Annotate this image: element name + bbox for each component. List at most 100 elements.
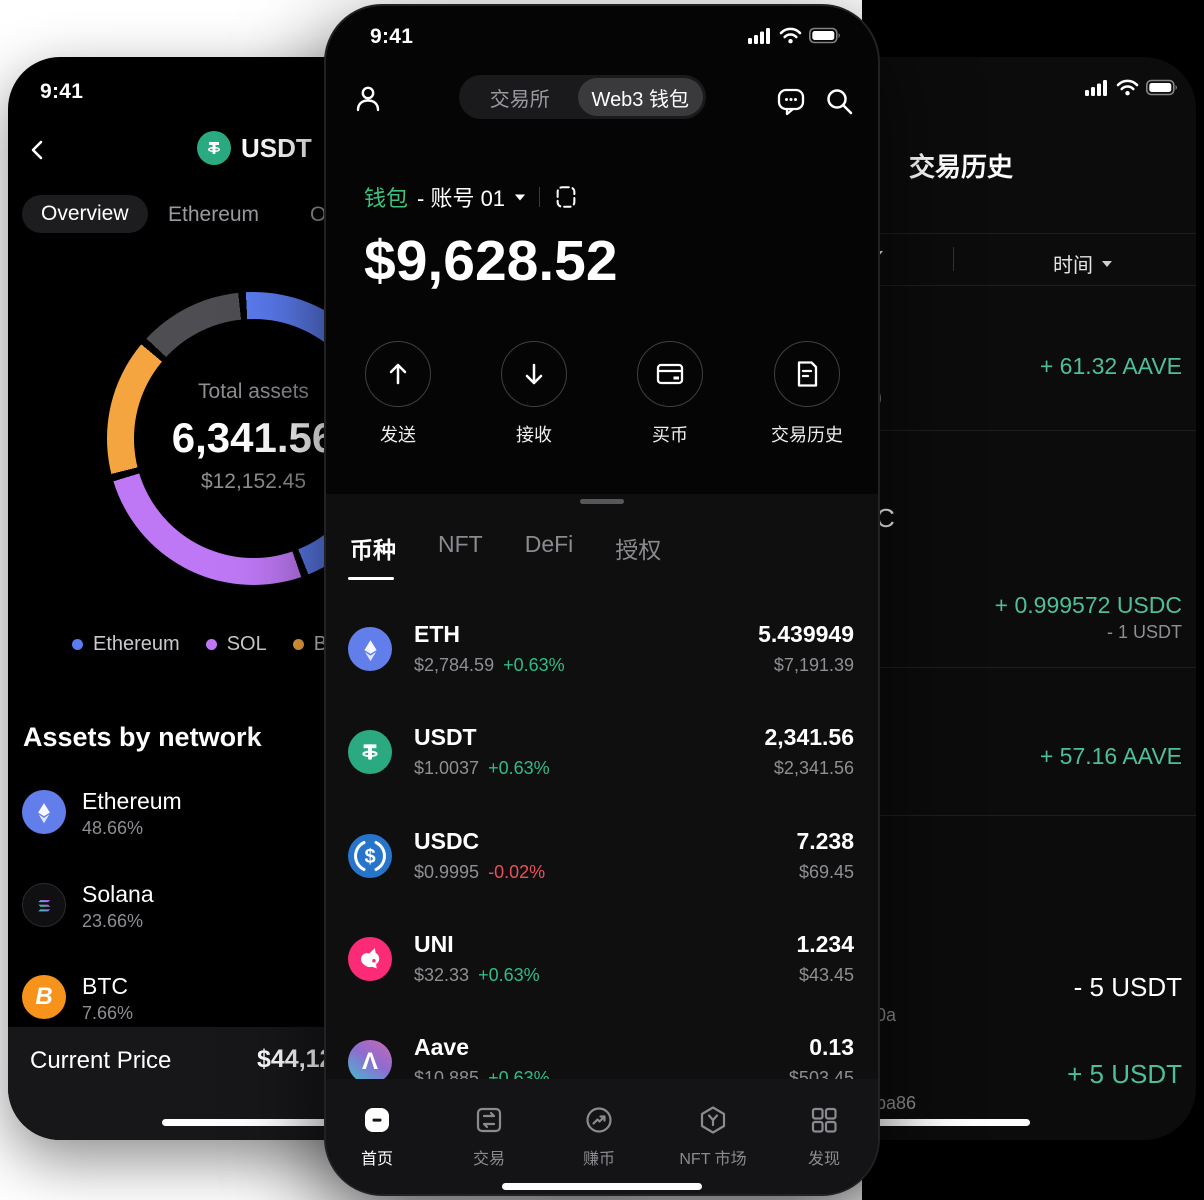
- tab-exchange-label: 交易所: [489, 88, 550, 111]
- token-change: +0.63%: [478, 965, 540, 985]
- home-icon: [365, 1108, 389, 1132]
- token-symbol: ETH: [414, 621, 460, 647]
- token-price: $0.9995: [414, 862, 480, 882]
- chevron-down-icon: [1102, 260, 1112, 267]
- usdt-icon: [197, 131, 231, 165]
- nft-market-icon: [700, 1106, 726, 1134]
- signal-icon: [1085, 80, 1107, 96]
- transaction-amount[interactable]: + 61.32 AAVE: [1039, 353, 1182, 379]
- legend-item-sol: SOL: [205, 633, 267, 656]
- assets-by-network-title: Assets by network: [23, 722, 262, 752]
- action-send[interactable]: 发送: [350, 341, 446, 447]
- chat-button[interactable]: [776, 86, 806, 116]
- transaction-amount[interactable]: - 5 USDT: [1073, 972, 1182, 1002]
- transaction-amount[interactable]: + 57.16 AAVE: [1039, 743, 1182, 769]
- tab-defi[interactable]: DeFi: [524, 531, 574, 557]
- network-row-solana[interactable]: Solana 23.66%: [8, 881, 648, 943]
- current-price-label: Current Price: [30, 1047, 172, 1074]
- token-row-usdt[interactable]: USDT $1.0037 +0.63% 2,341.56 $2,341.56: [326, 700, 878, 804]
- tab-coins[interactable]: 币种: [350, 537, 396, 563]
- transaction-fragment: C: [876, 503, 895, 533]
- network-row-btc[interactable]: B BTC 7.66%: [8, 973, 648, 1035]
- tab-next-partial[interactable]: O: [310, 203, 326, 227]
- transaction-amount[interactable]: + 5 USDT: [1067, 1059, 1182, 1089]
- time-filter-dropdown[interactable]: 时间: [1053, 249, 1112, 278]
- page-title: 交易历史: [909, 152, 1014, 182]
- signal-icon: [748, 28, 770, 44]
- token-row-eth[interactable]: ETH $2,784.59 +0.63% 5.439949 $7,191.39: [326, 597, 878, 701]
- status-time: 9:41: [370, 25, 414, 48]
- action-receive[interactable]: 接收: [486, 341, 582, 447]
- token-row-usdc[interactable]: $ USDC $0.9995 -0.02% 7.238 $69.45: [326, 804, 878, 908]
- donut-fiat: $12,152.45: [200, 470, 307, 493]
- tab-nft[interactable]: NFT: [438, 531, 483, 557]
- wallet-label: 钱包: [364, 186, 409, 211]
- search-button[interactable]: [824, 86, 854, 116]
- token-change: +0.63%: [503, 655, 565, 675]
- card-icon: [656, 363, 684, 385]
- tab-web3-wallet[interactable]: Web3 钱包: [577, 78, 703, 116]
- btc-icon: B: [22, 975, 66, 1019]
- network-row-ethereum[interactable]: Ethereum 48.66%: [8, 788, 648, 850]
- donut-legend: Ethereum SOL BTC: [72, 633, 354, 656]
- usdc-icon: $: [348, 834, 392, 878]
- token-symbol: USDT: [414, 724, 477, 750]
- nav-nft-market[interactable]: NFT 市场: [658, 1105, 768, 1169]
- tab-approvals[interactable]: 授权: [615, 537, 662, 563]
- nav-discover[interactable]: 发现: [769, 1105, 878, 1169]
- asset-tabs: 币种 NFT DeFi 授权: [350, 531, 661, 565]
- total-balance: $9,628.52: [364, 229, 618, 293]
- nav-trade[interactable]: 交易: [434, 1105, 544, 1169]
- token-value: $69.45: [798, 862, 854, 882]
- token-price: $1.0037: [414, 758, 480, 778]
- donut-amount: 6,341.56: [171, 414, 336, 461]
- action-history[interactable]: 交易历史: [759, 341, 855, 447]
- home-indicator[interactable]: [502, 1183, 702, 1190]
- time-filter-label: 时间: [1053, 255, 1093, 277]
- chevron-left-icon: [31, 140, 43, 160]
- nav-label: 赚币: [582, 1151, 615, 1168]
- nav-home[interactable]: 首页: [326, 1105, 432, 1169]
- earn-icon: [586, 1107, 612, 1133]
- network-percent: 23.66%: [82, 911, 144, 931]
- back-button[interactable]: [26, 138, 50, 162]
- tab-exchange[interactable]: 交易所: [462, 78, 578, 116]
- status-icons: [748, 27, 842, 44]
- eth-icon: [348, 627, 392, 671]
- network-percent: 7.66%: [82, 1003, 134, 1023]
- token-change: +0.63%: [488, 758, 550, 778]
- account-selector[interactable]: 钱包 - 账号 01: [364, 182, 579, 212]
- token-amount: 7.238: [796, 828, 854, 854]
- action-label: 发送: [380, 425, 416, 445]
- sheet-drag-handle[interactable]: [580, 499, 624, 504]
- tab-ethereum-label: Ethereum: [168, 203, 260, 226]
- status-icons: [1085, 79, 1179, 96]
- battery-icon: [809, 27, 840, 44]
- nav-label: NFT 市场: [679, 1151, 747, 1168]
- token-price: $2,784.59: [414, 655, 495, 675]
- solana-icon: [22, 883, 66, 927]
- transaction-amount[interactable]: + 0.999572 USDC: [994, 592, 1182, 618]
- profile-button[interactable]: [352, 82, 384, 114]
- divider: [539, 187, 541, 207]
- token-row-uni[interactable]: UNI $32.33 +0.63% 1.234 $43.45: [326, 907, 878, 1011]
- nav-label: 发现: [807, 1151, 840, 1168]
- chevron-down-icon: [514, 194, 526, 200]
- legend-dot-btc: [292, 639, 304, 650]
- transaction-secondary: - 1 USDT: [1106, 622, 1182, 642]
- legend-dot-sol: [205, 639, 217, 650]
- tab-overview-label: Overview: [41, 202, 129, 225]
- token-price: $32.33: [414, 965, 470, 985]
- scan-icon[interactable]: [553, 184, 579, 210]
- token-amount: 1.234: [796, 931, 854, 957]
- uni-icon: [348, 937, 392, 981]
- filter-divider: [953, 247, 954, 271]
- nav-earn[interactable]: 赚币: [544, 1105, 654, 1169]
- legend-item-ethereum: Ethereum: [72, 633, 180, 656]
- action-buy[interactable]: 买币: [622, 341, 718, 447]
- tab-ethereum[interactable]: Ethereum: [168, 203, 259, 227]
- trade-icon: [476, 1107, 502, 1133]
- token-symbol: Aave: [414, 1034, 469, 1060]
- tab-overview[interactable]: Overview: [22, 195, 148, 233]
